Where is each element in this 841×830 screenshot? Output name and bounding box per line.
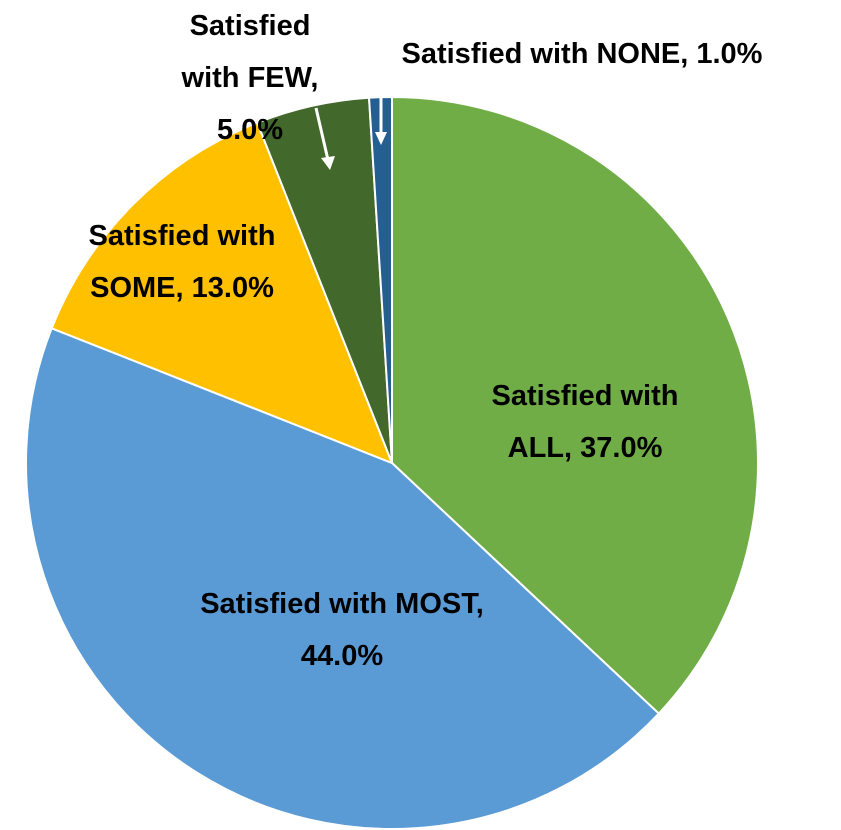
- data-label-line: Satisfied: [190, 10, 311, 42]
- data-label-line: 5.0%: [217, 114, 283, 146]
- pie: [25, 95, 759, 830]
- leader-lines: [314, 98, 387, 170]
- data-label-line: 44.0%: [301, 640, 383, 672]
- data-label-line: Satisfied with NONE, 1.0%: [402, 38, 763, 70]
- leader-line: [314, 107, 330, 161]
- data-label: Satisfied with SOME, 13.0%: [89, 220, 276, 304]
- data-label-line: Satisfied with: [492, 380, 679, 412]
- data-label-line: SOME, 13.0%: [90, 272, 274, 304]
- data-label-line: with FEW,: [181, 62, 319, 94]
- data-label: Satisfied with FEW, 5.0%: [181, 10, 319, 146]
- data-label-line: ALL, 37.0%: [508, 432, 663, 464]
- data-label-line: Satisfied with MOST,: [200, 588, 484, 620]
- pie-slice: [367, 95, 393, 464]
- data-label: Satisfied with NONE, 1.0%: [402, 38, 763, 70]
- data-labels: Satisfied with ALL, 37.0% Satisfied with M…: [89, 10, 763, 672]
- data-label: Satisfied with ALL, 37.0%: [492, 380, 679, 464]
- pie-slice: [25, 326, 661, 830]
- arrow-head: [375, 132, 387, 145]
- pie-slice: [50, 121, 394, 465]
- data-label-line: Satisfied with: [89, 220, 276, 252]
- pie-slice: [391, 95, 759, 715]
- data-label: Satisfied with MOST, 44.0%: [200, 588, 484, 672]
- arrow-head: [321, 156, 335, 170]
